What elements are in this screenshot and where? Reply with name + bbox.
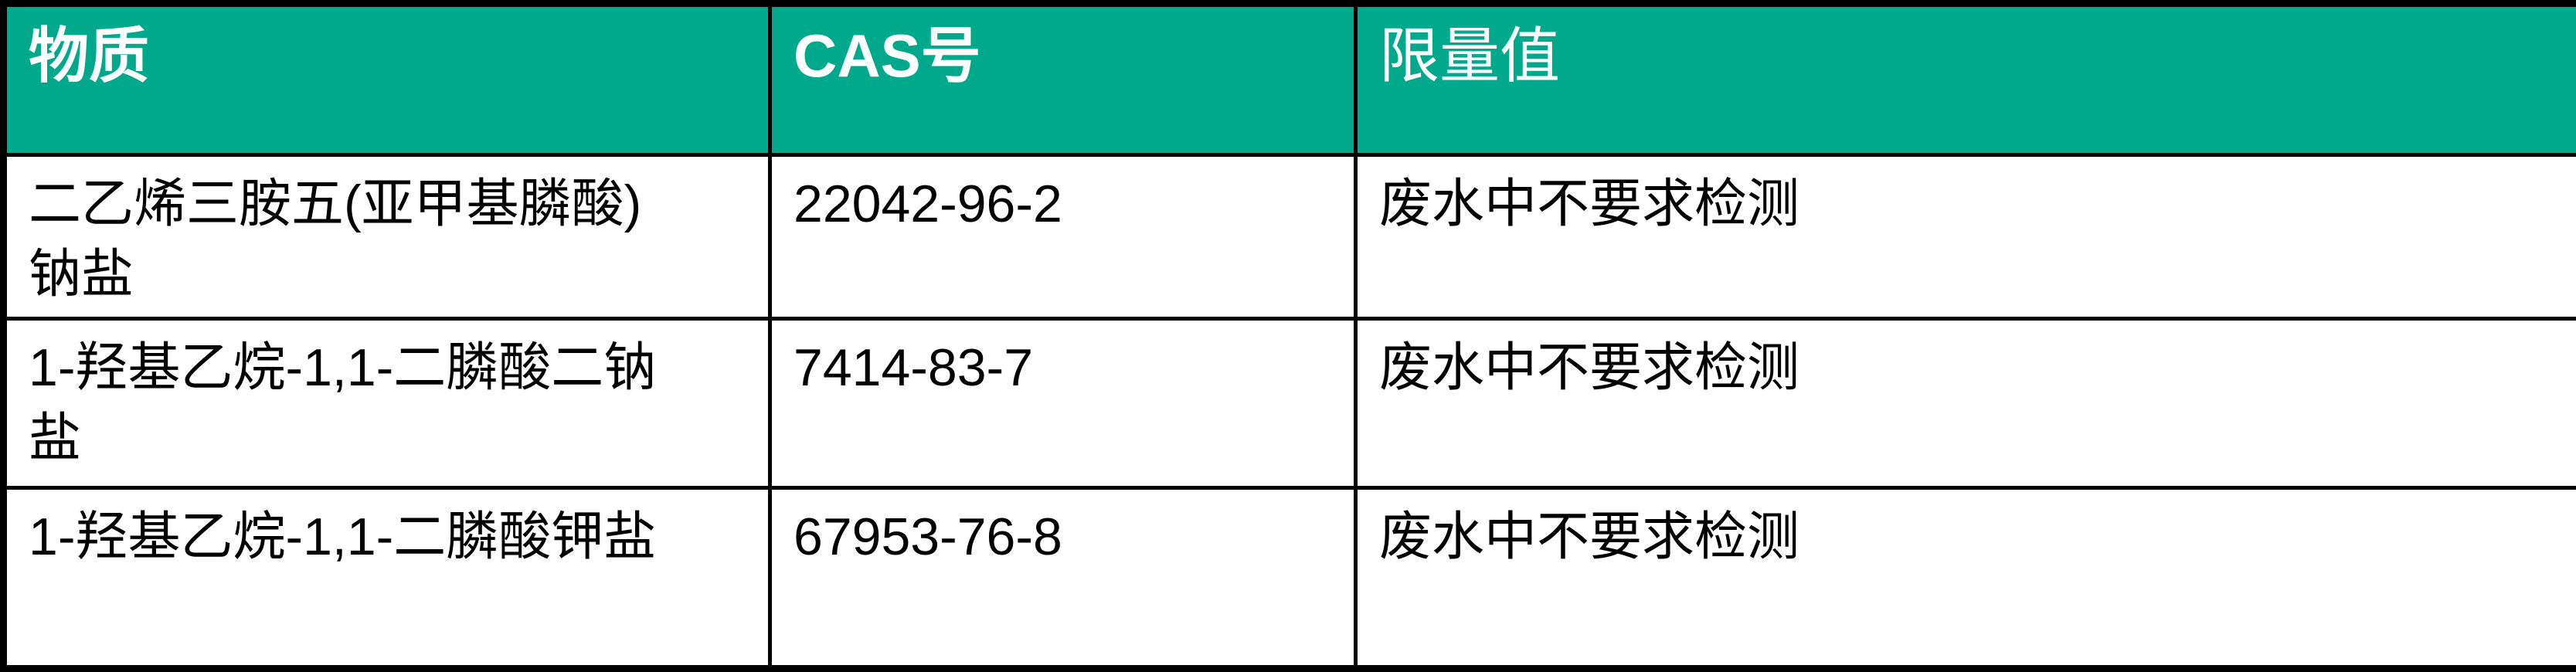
substance-line: 二乙烯三胺五(亚甲基膦酸)	[29, 175, 642, 233]
substance-cell: 1-羟基乙烷-1,1-二膦酸钾盐	[2, 485, 772, 671]
cas-number-cell: 67953-76-8	[768, 485, 1358, 671]
limit-value-cell: 废水中不要求检测	[1354, 152, 2576, 321]
table-row: 1-羟基乙烷-1,1-二膦酸钾盐 67953-76-8 废水中不要求检测	[2, 485, 2576, 671]
header-cell-limit: 限量值	[1354, 2, 2576, 157]
cas-number-cell: 22042-96-2	[768, 152, 1358, 321]
header-cell-cas: CAS号	[768, 2, 1358, 157]
header-cell-substance: 物质	[2, 2, 772, 157]
header-row: 物质 CAS号 限量值	[2, 2, 2576, 157]
limit-value-cell: 废水中不要求检测	[1354, 317, 2576, 490]
cas-number-cell: 7414-83-7	[768, 317, 1358, 490]
table-row: 二乙烯三胺五(亚甲基膦酸) 钠盐 22042-96-2 废水中不要求检测	[2, 152, 2576, 321]
substance-line: 钠盐	[29, 245, 134, 304]
substance-cell: 1-羟基乙烷-1,1-二膦酸二钠 盐	[2, 317, 772, 490]
limit-value-cell: 废水中不要求检测	[1354, 485, 2576, 671]
table-header: 物质 CAS号 限量值	[2, 2, 2576, 157]
substance-line: 1-羟基乙烷-1,1-二膦酸钾盐	[29, 507, 657, 566]
substance-line: 盐	[29, 409, 82, 468]
substance-cell: 二乙烯三胺五(亚甲基膦酸) 钠盐	[2, 152, 772, 321]
table-row: 1-羟基乙烷-1,1-二膦酸二钠 盐 7414-83-7 废水中不要求检测	[2, 317, 2576, 490]
table-body: 二乙烯三胺五(亚甲基膦酸) 钠盐 22042-96-2 废水中不要求检测 1-羟…	[2, 152, 2576, 671]
substance-line: 1-羟基乙烷-1,1-二膦酸二钠	[29, 338, 657, 398]
